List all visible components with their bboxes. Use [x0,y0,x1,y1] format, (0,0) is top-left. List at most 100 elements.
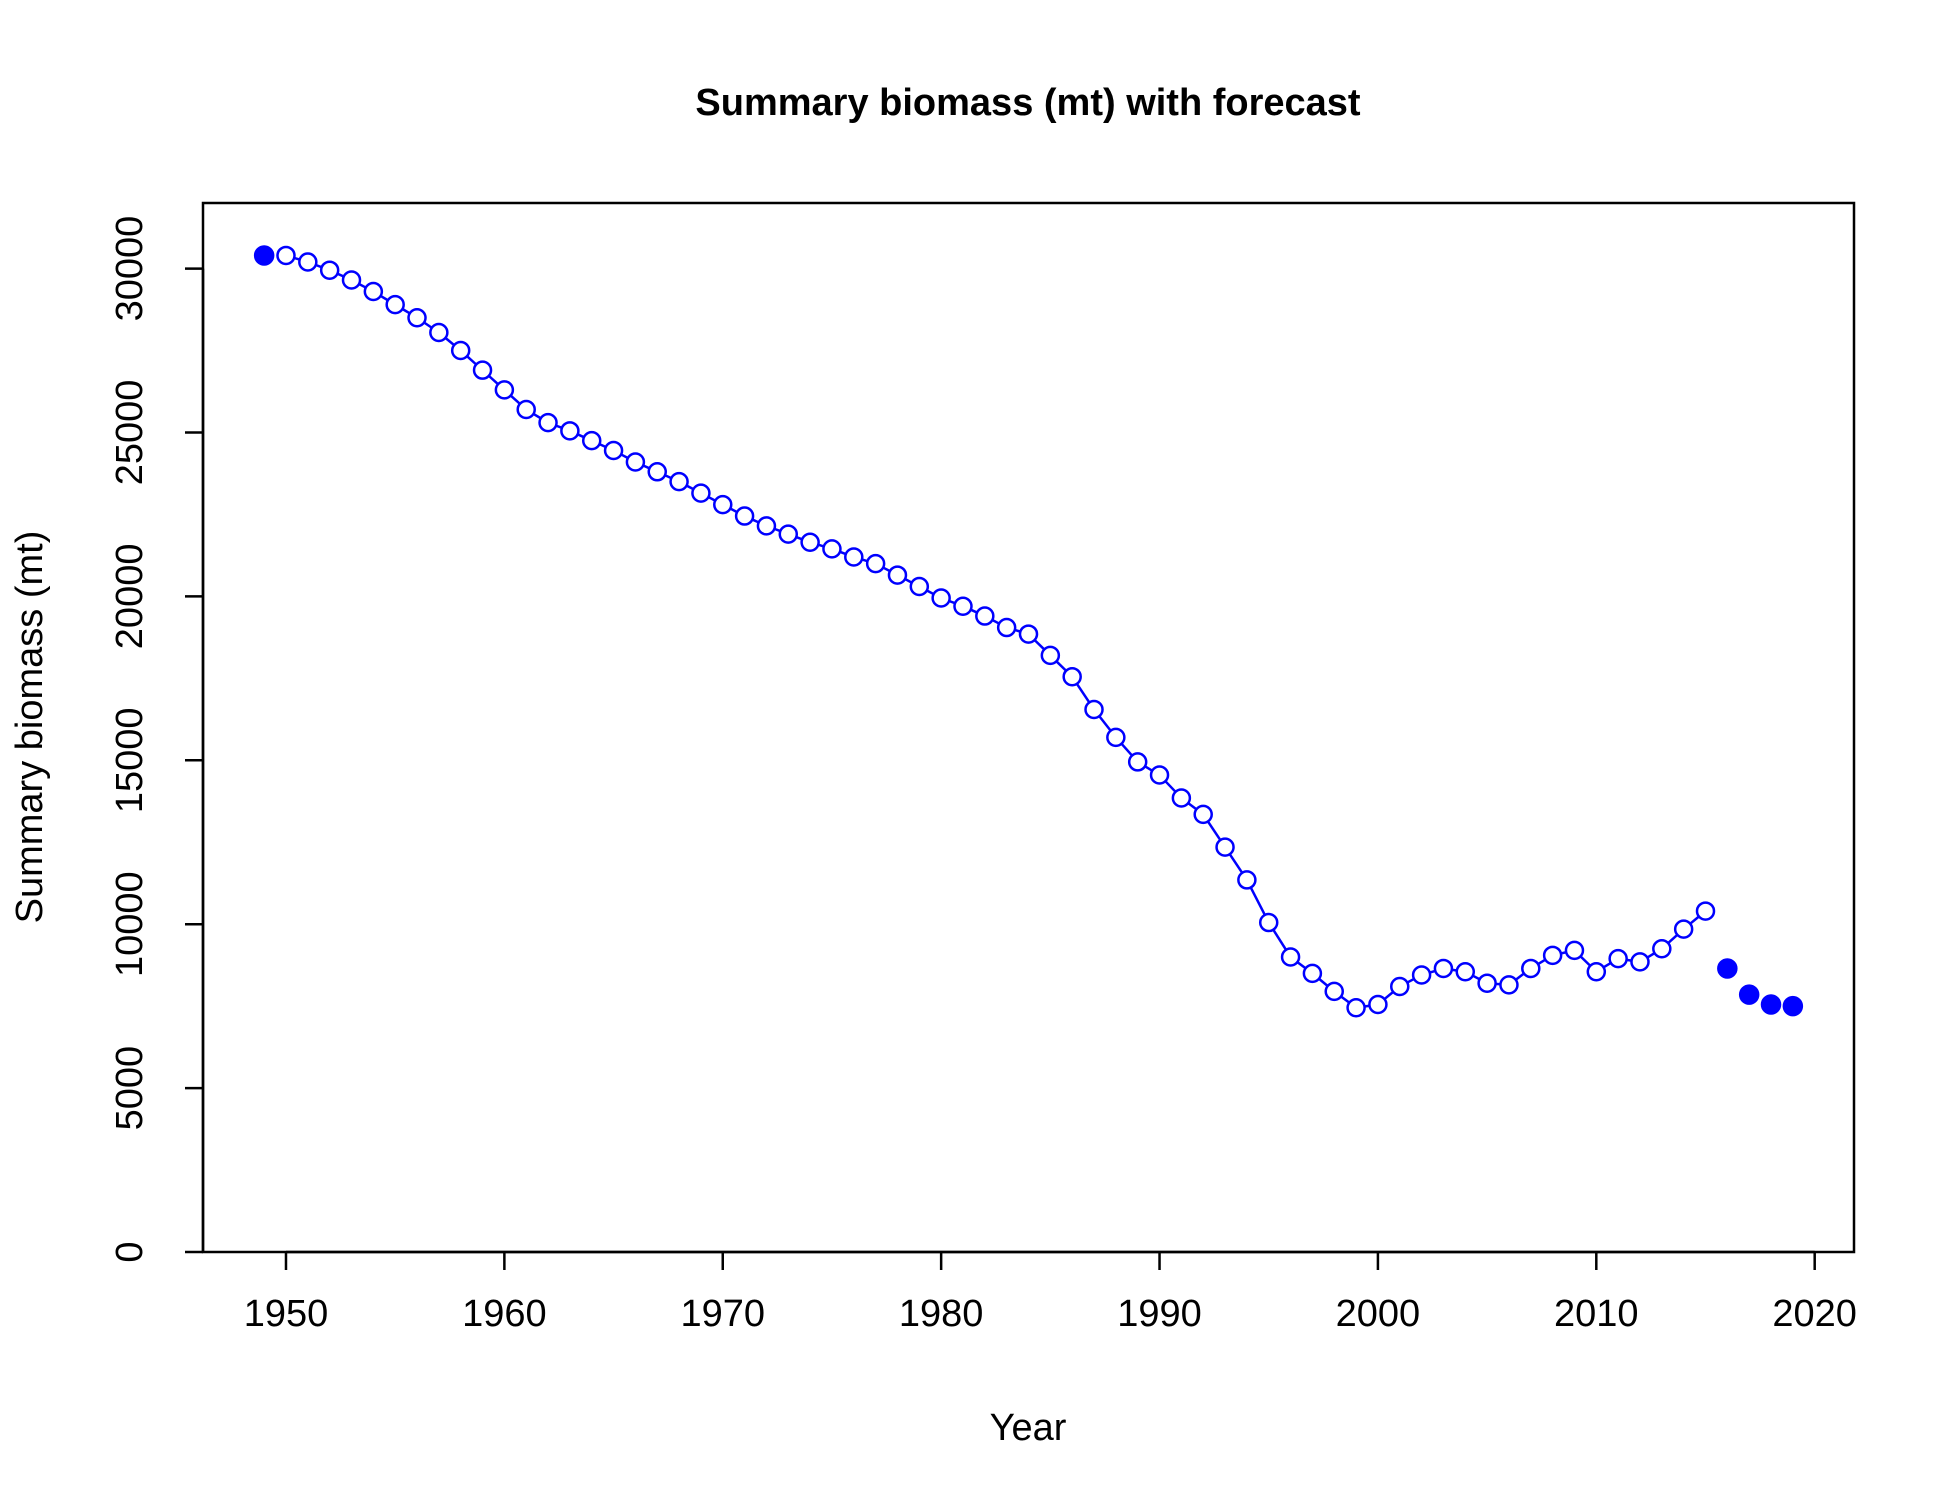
data-point [472,360,493,380]
data-point [1433,958,1454,979]
plot-frame [201,201,1856,1254]
series-line-segment [729,507,738,514]
data-point [1455,961,1476,982]
data-point [1040,645,1061,666]
series-line-segment [1272,929,1288,951]
data-point [1673,919,1694,939]
series-line-segment [532,412,542,420]
data-point [1695,901,1716,921]
data-point [1586,961,1607,982]
data-point [647,462,667,482]
data-point [276,245,296,266]
data-point [1237,870,1257,890]
series-line-segment [1537,958,1546,966]
forecast-point [1782,995,1804,1017]
x-tick-label: 1970 [680,1293,765,1335]
y-axis-label: Summary biomass (mt) [9,531,51,924]
data-point [1368,994,1388,1015]
data-point [298,252,318,272]
data-point [407,307,427,328]
data-point [822,539,842,559]
data-point [1280,947,1301,967]
series-line-segment [423,321,433,329]
series-line-segment [1249,886,1266,916]
series-line-segment [1228,853,1244,874]
series-line-segment [1055,660,1067,672]
series-line-segment [1144,765,1153,772]
series-line-segment [882,566,891,573]
series-line-segment [1033,639,1046,651]
y-axis: 0 5000 10000 15000 20000 25000 30000 [109,216,205,1263]
series-line-segment [401,307,411,315]
data-point [1521,958,1541,979]
x-tick-label: 1950 [244,1293,329,1335]
series-line-segment [991,618,1000,625]
data-point [778,524,799,544]
data-point [1302,963,1323,984]
series-line-segment [466,355,478,366]
series-line-segment [1164,780,1177,793]
series-layer [253,245,1804,1018]
data-point [363,281,384,302]
data-point [844,547,864,567]
series-line-segment [1579,955,1592,967]
x-axis-label: Year [990,1407,1067,1449]
series-line-segment [1098,715,1112,732]
data-point [1411,965,1432,985]
series-line-segment [686,484,694,491]
y-tick-label: 25000 [109,380,151,486]
series-line-segment [379,294,389,302]
data-point [1564,940,1585,961]
data-point [953,596,973,616]
series-line-segment [358,282,367,289]
y-tick-label: 10000 [109,871,151,977]
series-line-segment [1646,952,1656,959]
data-point [887,565,908,585]
data-point [1652,939,1672,959]
data-point [931,588,951,608]
data-point [319,260,340,280]
data-point [1193,804,1213,825]
x-axis: 1950 1960 1970 1980 1990 2000 2010 2020 [244,1250,1857,1335]
data-point [450,340,471,361]
series-line-segment [1689,915,1700,925]
y-tick-label: 5000 [109,1046,151,1131]
data-point [909,576,930,597]
data-point [516,399,536,420]
data-point [1106,727,1126,748]
data-point [1127,752,1148,772]
chart-title: Summary biomass (mt) with forecast [695,82,1361,124]
data-point [691,483,711,503]
x-tick-label: 2020 [1772,1293,1857,1335]
x-tick-label: 1960 [462,1293,547,1335]
data-point [1258,912,1279,933]
series-line-segment [904,577,913,584]
data-point [800,532,820,553]
series-line-segment [620,453,629,460]
data-point [1630,952,1650,972]
series-line-segment [1383,990,1394,1001]
data-point [1477,973,1497,993]
data-point [756,516,777,536]
data-point [625,452,646,472]
series-line-segment [488,374,499,386]
data-point [603,440,624,461]
data-point [1215,837,1235,857]
x-tick-label: 1990 [1117,1293,1202,1335]
forecast-point [1760,994,1782,1015]
data-point [385,294,405,315]
data-point [1171,788,1192,808]
data-point [581,430,602,451]
y-tick-label: 0 [109,1241,151,1262]
series-line-segment [1602,961,1612,969]
series-line-segment [707,495,716,502]
y-tick-label: 30000 [109,216,151,322]
forecast-point [253,245,275,266]
series-line-segment [926,589,935,596]
data-point [1542,945,1563,966]
data-point [1390,976,1410,997]
data-point [1084,699,1104,720]
forecast-point [1738,984,1760,1005]
series-line-segment [1075,683,1091,704]
